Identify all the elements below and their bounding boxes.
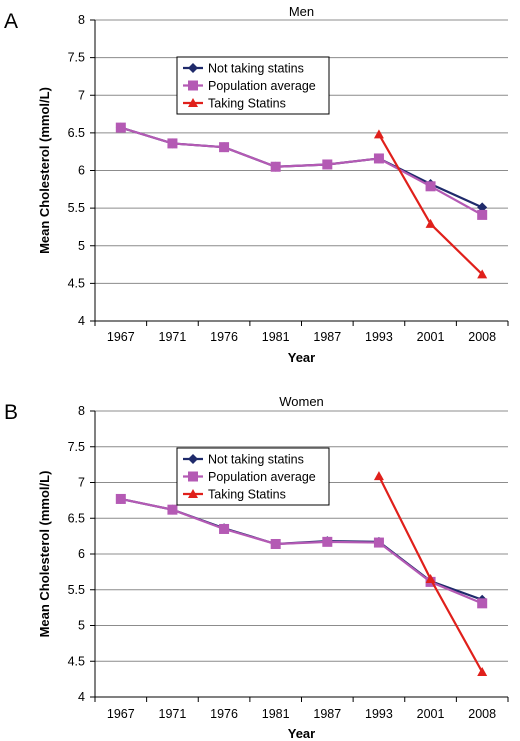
chart-title: Women xyxy=(279,394,324,409)
legend-marker xyxy=(188,98,198,107)
chart-panel-a: A Men 4 4.5 5 5.5 6 6.5 7 7.5 8 1967 1971 1976 1981 198… xyxy=(4,4,509,365)
y-axis-title: Mean Cholesterol (mmol/L) xyxy=(37,87,52,254)
x-tick-labels: 1967 1971 1976 1981 1987 1993 2001 2008 xyxy=(94,697,509,721)
y-tick-label: 4.5 xyxy=(68,276,85,290)
x-tick-label: 1967 xyxy=(107,707,135,721)
x-tick-label: 1981 xyxy=(262,330,290,344)
x-tick-label: 1976 xyxy=(210,330,238,344)
data-point xyxy=(477,269,488,279)
data-point xyxy=(477,209,488,220)
x-axis-title: Year xyxy=(288,726,315,741)
legend: Not taking statins Population average Taki… xyxy=(176,56,330,115)
x-tick-labels: 1967 1971 1976 1981 1987 1993 2001 2008 xyxy=(94,321,509,344)
x-tick-label: 2008 xyxy=(468,707,496,721)
y-tick-label: 6 xyxy=(78,547,85,561)
x-tick-label: 2008 xyxy=(468,330,496,344)
y-tick-label: 7.5 xyxy=(68,51,85,65)
series-taking-statins xyxy=(373,129,488,279)
x-axis-title: Year xyxy=(288,350,315,365)
x-tick-label: 1987 xyxy=(313,330,341,344)
y-tick-label: 6 xyxy=(78,164,85,178)
data-point xyxy=(115,493,126,504)
series-population-average xyxy=(115,122,488,220)
y-tick-label: 4.5 xyxy=(68,654,85,668)
y-tick-label: 5 xyxy=(78,239,85,253)
data-point xyxy=(477,666,488,676)
data-point xyxy=(219,523,230,534)
data-point xyxy=(270,161,281,172)
y-axis-title: Mean Cholesterol (mmol/L) xyxy=(37,471,52,638)
y-tick-labels: 4 4.5 5 5.5 6 6.5 7 7.5 8 xyxy=(68,404,85,704)
data-point xyxy=(373,153,384,164)
data-point xyxy=(167,504,178,515)
data-point xyxy=(167,138,178,149)
series-line xyxy=(120,497,483,605)
data-point xyxy=(477,598,488,609)
y-tick-label: 7 xyxy=(78,476,85,490)
series-population-average xyxy=(115,493,488,609)
series-line xyxy=(377,475,484,673)
data-point xyxy=(425,181,436,192)
legend-marker xyxy=(188,80,198,91)
y-tick-label: 7.5 xyxy=(68,440,85,454)
x-tick-label: 1971 xyxy=(159,707,187,721)
x-tick-label: 1981 xyxy=(262,707,290,721)
legend-entry: Not taking statins xyxy=(208,453,304,467)
data-point xyxy=(373,537,384,548)
y-tick-label: 6.5 xyxy=(68,511,85,525)
x-tick-label: 2001 xyxy=(417,707,445,721)
y-tick-label: 5.5 xyxy=(68,201,85,215)
legend-entry: Taking Statins xyxy=(208,488,286,502)
legend-marker xyxy=(188,471,198,482)
series-line xyxy=(120,126,483,216)
data-point xyxy=(322,159,333,170)
x-tick-label: 1987 xyxy=(313,707,341,721)
legend-entry: Population average xyxy=(208,470,316,484)
data-point xyxy=(219,142,230,153)
data-point xyxy=(270,538,281,549)
y-tick-label: 5 xyxy=(78,619,85,633)
data-point xyxy=(425,218,436,228)
legend-marker xyxy=(188,63,198,73)
x-tick-label: 1993 xyxy=(365,330,393,344)
legend-marker xyxy=(188,489,198,498)
y-tick-label: 4 xyxy=(78,314,85,328)
series-not-taking-statins xyxy=(115,122,488,213)
data-point xyxy=(477,202,488,213)
y-tick-labels: 4 4.5 5 5.5 6 6.5 7 7.5 8 xyxy=(68,13,85,328)
panel-label: A xyxy=(4,10,18,33)
y-tick-label: 7 xyxy=(78,88,85,102)
legend-entry: Taking Statins xyxy=(208,97,286,111)
x-tick-label: 1993 xyxy=(365,707,393,721)
y-tick-label: 5.5 xyxy=(68,583,85,597)
legend-entry: Not taking statins xyxy=(208,62,304,76)
x-tick-label: 2001 xyxy=(417,330,445,344)
panel-label: B xyxy=(4,401,18,424)
y-tick-label: 4 xyxy=(78,690,85,704)
data-point xyxy=(373,471,384,481)
y-tick-label: 8 xyxy=(78,404,85,418)
y-tick-label: 8 xyxy=(78,13,85,27)
legend: Not taking statins Population average Taki… xyxy=(176,447,330,506)
x-tick-label: 1976 xyxy=(210,707,238,721)
y-tick-label: 6.5 xyxy=(68,126,85,140)
data-point xyxy=(322,536,333,547)
data-point xyxy=(115,122,126,133)
series-taking-statins xyxy=(373,471,488,676)
chart-title: Men xyxy=(289,4,314,19)
legend-marker xyxy=(188,454,198,464)
legend-entry: Population average xyxy=(208,79,316,93)
x-tick-label: 1971 xyxy=(159,330,187,344)
data-point xyxy=(373,129,384,139)
series-line xyxy=(377,133,483,276)
data-point xyxy=(425,574,436,584)
x-tick-label: 1967 xyxy=(107,330,135,344)
